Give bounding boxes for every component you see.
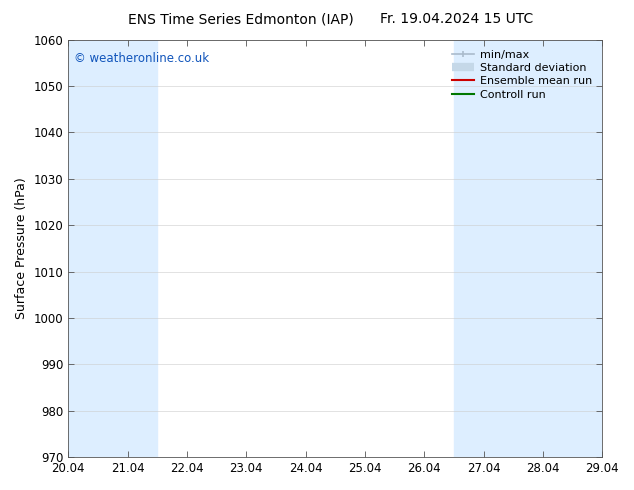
Y-axis label: Surface Pressure (hPa): Surface Pressure (hPa) <box>15 177 28 319</box>
Legend: min/max, Standard deviation, Ensemble mean run, Controll run: min/max, Standard deviation, Ensemble me… <box>448 45 597 104</box>
Text: © weatheronline.co.uk: © weatheronline.co.uk <box>74 52 209 65</box>
Bar <box>513 40 573 457</box>
Bar <box>98 40 157 457</box>
Text: ENS Time Series Edmonton (IAP): ENS Time Series Edmonton (IAP) <box>128 12 354 26</box>
Bar <box>454 40 513 457</box>
Bar <box>39 40 98 457</box>
Bar <box>573 40 632 457</box>
Text: Fr. 19.04.2024 15 UTC: Fr. 19.04.2024 15 UTC <box>380 12 533 26</box>
